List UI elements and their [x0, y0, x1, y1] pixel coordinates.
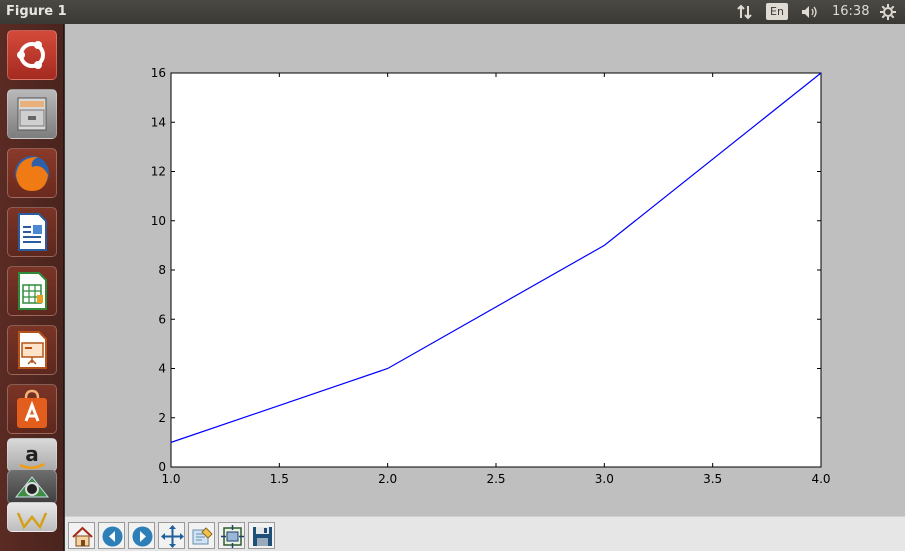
home-button[interactable]	[68, 522, 95, 549]
x-tick-label: 3.0	[595, 472, 614, 486]
keyboard-language-indicator[interactable]: En	[766, 3, 788, 20]
y-tick-label: 8	[158, 263, 166, 277]
x-tick-label: 3.5	[703, 472, 722, 486]
subplots-config-icon	[221, 525, 244, 548]
libreoffice-writer-button[interactable]	[7, 207, 57, 257]
y-tick-label: 6	[158, 312, 166, 326]
y-tick-label: 2	[158, 411, 166, 425]
forward-arrow-icon	[132, 526, 153, 547]
back-arrow-icon	[102, 526, 123, 547]
y-tick-label: 0	[158, 460, 166, 474]
amazon-icon: a	[8, 439, 56, 471]
forward-button[interactable]	[128, 522, 155, 549]
launcher: a	[0, 24, 64, 551]
x-tick-label: 1.0	[161, 472, 180, 486]
network-arrows-icon[interactable]	[736, 3, 754, 21]
ubuntu-dash-button[interactable]	[7, 30, 57, 80]
libreoffice-impress-button[interactable]	[7, 325, 57, 375]
trash-icon	[8, 503, 56, 531]
top-panel: Figure 1 En 16:38	[0, 0, 905, 24]
firefox-icon	[8, 149, 56, 197]
x-tick-label: 1.5	[270, 472, 289, 486]
series-layer	[170, 72, 822, 443]
back-button[interactable]	[98, 522, 125, 549]
y-tick-label: 14	[151, 115, 166, 129]
trash-button[interactable]	[7, 502, 57, 532]
floppy-disk-icon	[253, 527, 272, 546]
subplots-button[interactable]	[218, 522, 245, 549]
pan-arrows-icon	[161, 525, 184, 548]
amazon-button[interactable]: a	[7, 438, 57, 472]
file-cabinet-icon	[8, 90, 56, 138]
line-chart: 1.0 1.5 2.0 2.5 3.0 3.5 4.0 0 2 4 6 8 10 12 14 16	[151, 66, 831, 486]
sound-icon[interactable]	[799, 3, 821, 21]
calc-spreadsheet-icon	[8, 267, 56, 315]
x-tick-label: 2.5	[486, 472, 505, 486]
session-gear-icon[interactable]	[879, 3, 897, 21]
clock[interactable]: 16:38	[832, 4, 870, 19]
software-center-bag-icon	[8, 385, 56, 433]
system-settings-button[interactable]	[7, 470, 57, 504]
ubuntu-logo-icon	[8, 31, 56, 79]
y-tick-label: 10	[151, 214, 166, 228]
series-line	[170, 72, 822, 443]
firefox-button[interactable]	[7, 148, 57, 198]
zoom-rect-icon	[192, 527, 213, 545]
x-tick-label: 2.0	[378, 472, 397, 486]
navigation-toolbar	[65, 516, 905, 551]
files-button[interactable]	[7, 89, 57, 139]
save-button[interactable]	[248, 522, 275, 549]
software-center-button[interactable]	[7, 384, 57, 434]
y-tick-label: 12	[151, 165, 166, 179]
libreoffice-calc-button[interactable]	[7, 266, 57, 316]
window-title: Figure 1	[6, 4, 67, 19]
x-tick-label: 4.0	[811, 472, 830, 486]
writer-document-icon	[8, 208, 56, 256]
y-tick-label: 16	[151, 66, 166, 80]
ticks-layer: 1.0 1.5 2.0 2.5 3.0 3.5 4.0 0 2 4 6 8 10 12 14 16	[151, 66, 831, 486]
svg-text:a: a	[25, 442, 39, 466]
home-icon	[72, 526, 93, 547]
settings-icon	[8, 471, 56, 503]
y-tick-label: 4	[158, 362, 166, 376]
impress-presentation-icon	[8, 326, 56, 374]
plot-area	[170, 72, 822, 468]
zoom-button[interactable]	[188, 522, 215, 549]
pan-button[interactable]	[158, 522, 185, 549]
